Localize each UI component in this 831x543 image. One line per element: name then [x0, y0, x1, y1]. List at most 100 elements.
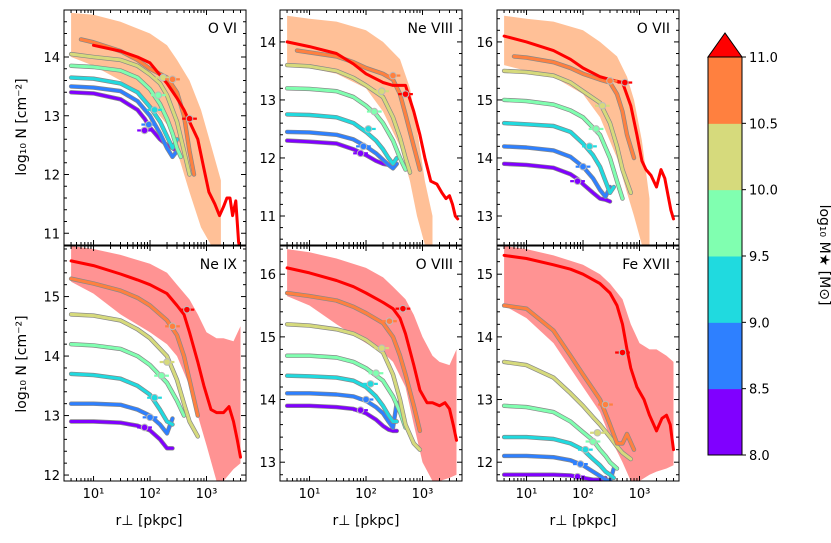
series-marker-9.0-9.5 [582, 142, 597, 151]
axes-frame [496, 9, 680, 246]
series-marker-9.0-9.5 [361, 125, 376, 133]
series-outline-9.0-9.5 [284, 373, 399, 424]
series-line-8.5-9.0 [502, 454, 616, 481]
series-line-8.5-9.0 [285, 391, 399, 430]
y-tick-label: 13 [43, 110, 60, 125]
series-marker-9.5-10.0 [150, 91, 166, 99]
series-line-10.5-11.0 [285, 291, 422, 433]
series-marker-8.5-9.0 [356, 142, 371, 151]
series-line-8.0-8.5 [285, 404, 399, 433]
y-tick-label: 14 [476, 152, 493, 167]
x-axis-label-left: r⊥ [pkpc] [116, 513, 183, 529]
y-tick-label: 11 [259, 210, 276, 225]
ion-label: O VI [208, 21, 237, 37]
series-marker-10.5-11.0 [165, 322, 180, 331]
series-marker-9.0-9.5 [147, 393, 162, 402]
plot-area [501, 246, 675, 481]
series-marker-10.5-11.0 [385, 71, 401, 80]
series-marker-9.0-9.5 [578, 445, 593, 454]
series-line-9.0-9.5 [285, 112, 399, 166]
series-line-10.0-10.5 [285, 322, 422, 452]
series-line-10.5-11.0 [512, 54, 636, 160]
colorbar-tick-label: 8.0 [749, 449, 770, 464]
series-line-10.0-10.5 [502, 360, 633, 461]
y-ticks [64, 248, 246, 476]
plot-area [284, 15, 460, 245]
x-tick-label: 10³ [412, 487, 434, 502]
y-axis-label-top: log₁₀ N [cm⁻²] [14, 78, 30, 175]
y-tick-label: 13 [476, 210, 493, 225]
y-tick-label: 14 [43, 51, 60, 66]
x-tick-label: 10¹ [83, 487, 105, 502]
series-marker->11.0 [398, 90, 413, 98]
series-line-9.0-9.5 [69, 372, 174, 426]
series-line-10.5-11.0 [502, 304, 636, 452]
colorbar-tick-label: 8.5 [749, 383, 770, 398]
y-tick-label: 11 [43, 227, 60, 242]
x-tick-label: 10² [139, 487, 161, 502]
series-line->11.0 [69, 259, 242, 459]
series-line->11.0 [285, 266, 458, 442]
series-marker-8.5-9.0 [358, 395, 374, 404]
panels: 11 12 13 14 O VI 11 12 13 14 Ne VIII 13 14 15 16 O VII… [43, 9, 680, 502]
x-ticks [279, 10, 463, 245]
series-line-9.0-9.5 [502, 435, 616, 480]
y-tick-label: 12 [476, 456, 493, 471]
series-line-8.5-9.0 [69, 402, 174, 435]
y-ticks [497, 248, 679, 476]
series-marker-10.0-10.5 [155, 73, 171, 82]
series-marker-10.0-10.5 [374, 344, 390, 352]
series-line-9.5-10.0 [285, 354, 407, 430]
series-marker-9.5-10.0 [154, 371, 169, 380]
y-ticks [64, 9, 246, 246]
x-tick-label: 10² [355, 487, 377, 502]
series-marker-8.5-9.0 [142, 413, 158, 422]
ion-label: O VIII [416, 257, 453, 273]
series-line-9.0-9.5 [69, 76, 179, 150]
axes-frame [496, 245, 680, 482]
axes-frame [63, 245, 247, 482]
series-line-9.5-10.0 [502, 98, 624, 201]
colorbar-tick-label: 10.0 [749, 184, 778, 199]
x-ticks [63, 246, 247, 481]
x-ticks [496, 246, 680, 481]
series-line-10.5-11.0 [69, 277, 200, 418]
series-marker-8.0-8.5 [570, 177, 585, 185]
series-line->11.0 [285, 40, 460, 221]
panel-fe-xvii: 10¹ 10² 10³ 12 13 14 15 Fe XVII [476, 245, 680, 502]
plot-area [68, 12, 241, 245]
series-marker-10.5-11.0 [165, 75, 180, 84]
plot-area [501, 15, 675, 245]
x-axis-label-middle: r⊥ [pkpc] [333, 513, 400, 529]
series-marker-10.5-11.0 [382, 317, 397, 326]
y-tick-label: 12 [259, 152, 276, 167]
series-line-9.0-9.5 [285, 374, 399, 423]
axes-frame [279, 9, 463, 246]
plot-area [284, 249, 458, 481]
y-tick-label: 15 [259, 331, 276, 346]
colorbar-extend-triangle [707, 32, 743, 58]
y-tick-label: 13 [259, 456, 276, 471]
panel-ne-ix: 10¹ 10² 10³ 12 13 14 15 Ne IX [43, 245, 247, 502]
series-marker-9.5-10.0 [585, 437, 601, 446]
colorbar-bin-10.0-10.5 [708, 123, 742, 191]
colorbar-label: log₁₀ M★ [M⊙] [816, 205, 831, 306]
y-tick-label: 12 [43, 169, 60, 184]
y-axis-label-bottom: log₁₀ N [cm⁻²] [14, 315, 30, 412]
x-axis-label-right: r⊥ [pkpc] [550, 513, 617, 529]
series-marker-8.0-8.5 [137, 126, 152, 135]
y-tick-label: 15 [43, 291, 60, 306]
y-tick-label: 13 [43, 410, 60, 425]
series-marker-9.5-10.0 [368, 369, 384, 378]
x-ticks [496, 10, 680, 245]
panel-o-vi: 11 12 13 14 O VI [43, 9, 247, 246]
series-line-10.0-10.5 [502, 69, 633, 195]
ion-label: Fe XVII [622, 257, 670, 273]
series-marker-10.5-11.0 [598, 400, 613, 409]
y-tick-label: 13 [476, 394, 493, 409]
plot-area [68, 246, 242, 481]
series-marker-9.0-9.5 [147, 106, 162, 114]
scatter-band [287, 15, 433, 245]
panel-o-viii: 10¹ 10² 10³ 13 14 15 16 O VIII [259, 245, 463, 502]
x-tick-label: 10³ [629, 487, 651, 502]
